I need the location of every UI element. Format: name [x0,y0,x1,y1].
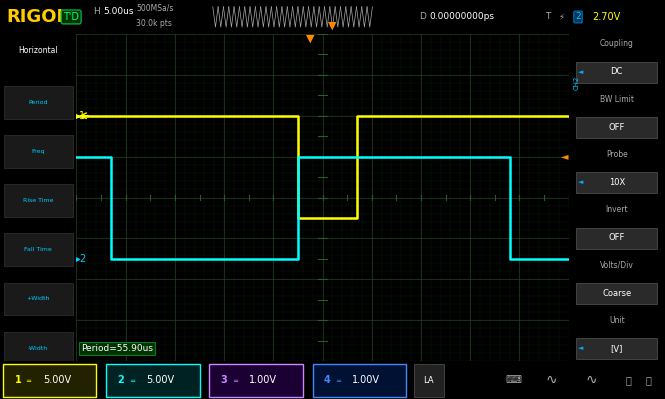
Text: ∿: ∿ [585,373,597,387]
Text: ◄: ◄ [579,346,584,352]
Text: 3: 3 [221,375,227,385]
Text: [V]: [V] [610,344,623,353]
Text: OFF: OFF [608,233,625,242]
Bar [106,364,200,397]
Bar [577,61,657,83]
Text: CH2: CH2 [573,76,579,90]
Text: 5.00V: 5.00V [146,375,174,385]
Bar [577,227,657,249]
Bar [4,135,72,168]
Text: Rise Time: Rise Time [23,198,53,203]
Text: 10X: 10X [608,178,625,187]
Text: 5.00us: 5.00us [103,7,134,16]
Text: 1: 1 [15,375,21,385]
Text: ═: ═ [130,377,134,383]
Text: Unit: Unit [609,316,624,325]
Text: RIGOL: RIGOL [7,8,68,26]
Text: T'D: T'D [63,12,79,22]
Text: Coarse: Coarse [602,288,631,298]
Text: H: H [93,7,100,16]
Text: 500MSa/s: 500MSa/s [136,4,174,13]
Text: 5.00V: 5.00V [43,375,71,385]
Text: Period=55.90us: Period=55.90us [81,344,154,353]
Bar [209,364,303,397]
Text: ∿: ∿ [545,373,557,387]
Text: ═: ═ [336,377,340,383]
Text: Period: Period [29,100,48,105]
Text: 4: 4 [324,375,331,385]
Text: +Width: +Width [27,296,50,301]
Bar [3,364,96,397]
Text: LA: LA [423,375,434,385]
Text: 🔌: 🔌 [625,375,631,385]
Text: ▼: ▼ [329,20,336,30]
Text: 🔊: 🔊 [645,375,651,385]
Text: DC: DC [610,67,623,76]
Text: Horizontal: Horizontal [19,46,58,55]
Text: Probe: Probe [606,150,628,159]
Text: 1.00V: 1.00V [249,375,277,385]
Text: BW Limit: BW Limit [600,95,634,104]
Bar [4,332,72,364]
Text: OFF: OFF [608,122,625,132]
Text: 2: 2 [118,375,124,385]
Bar [4,86,72,119]
Bar [4,233,72,266]
Bar [414,364,444,397]
Bar [577,117,657,138]
Text: T: T [545,12,551,22]
Bar [4,282,72,315]
Text: Volts/Div: Volts/Div [600,261,634,269]
Text: ▼: ▼ [306,34,315,44]
Text: ◄: ◄ [579,180,584,186]
Text: 30.0k pts: 30.0k pts [136,19,172,28]
Text: D: D [419,12,426,22]
Text: ═: ═ [27,377,31,383]
Text: -Width: -Width [28,346,49,350]
Text: ◄: ◄ [561,152,569,162]
Text: 2: 2 [575,12,581,22]
Text: Coupling: Coupling [600,39,634,48]
Bar [577,338,657,359]
Text: 1: 1 [79,111,85,121]
Bar [313,364,406,397]
Text: Invert: Invert [605,205,628,214]
Text: ⌨: ⌨ [505,375,521,385]
Text: ═: ═ [233,377,237,383]
Bar [577,283,657,304]
Text: 2: 2 [79,254,85,264]
Text: ⚡: ⚡ [559,12,565,22]
Text: 1.00V: 1.00V [352,375,380,385]
Text: Freq: Freq [31,149,45,154]
Text: Fall Time: Fall Time [25,247,52,252]
Text: 0.00000000ps: 0.00000000ps [429,12,494,22]
Bar [577,172,657,194]
Text: ◄: ◄ [579,69,584,75]
Text: 2.70V: 2.70V [592,12,620,22]
Bar [4,184,72,217]
